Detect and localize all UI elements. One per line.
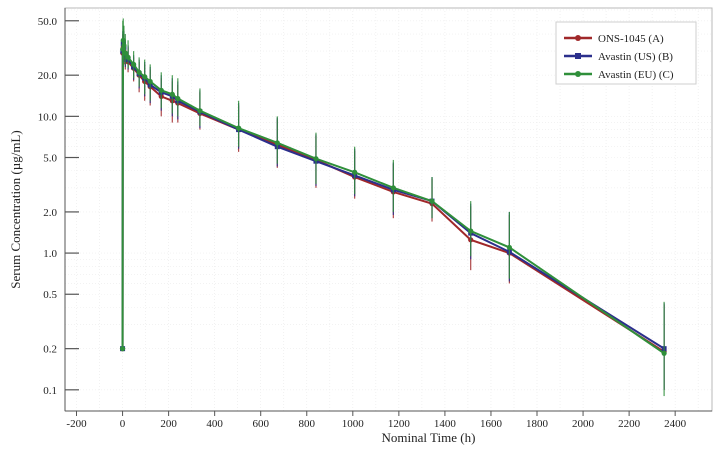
data-point [158,87,164,93]
data-point [136,69,142,75]
data-point [352,169,358,175]
data-point [142,74,148,80]
data-point [661,350,667,356]
data-point [147,78,153,85]
x-tick-label: 600 [252,418,269,430]
x-tick-label: 800 [299,418,316,430]
data-point [313,156,319,162]
legend-label: Avastin (EU) (C) [598,69,674,81]
data-point [119,346,126,352]
x-tick-label: 2400 [664,418,687,430]
legend-marker [575,35,581,41]
x-axis-title: Nominal Time (h) [382,430,476,445]
data-point [390,185,396,191]
legend-marker [575,71,581,77]
x-tick-label: 2200 [618,418,641,430]
axes-layer: -200 0 200 400 600 800 1000 1200 1400 1600 1800 200… [38,8,712,430]
data-point [175,95,181,102]
data-point [131,61,137,67]
data-point [197,108,203,114]
y-tick-label: 0.5 [43,289,57,301]
x-tick-label: 1600 [480,418,503,430]
data-point [122,50,128,56]
x-tick-label: 1800 [526,418,549,430]
series-layer [119,18,667,397]
legend-label: ONS-1045 (A) [598,33,664,45]
data-point [468,228,474,234]
x-tick-label: 1200 [388,418,411,430]
y-tick-label: 2.0 [43,207,57,219]
y-tick-label: 10.0 [38,111,58,123]
x-tick-label: 400 [206,418,223,430]
x-tick-label: 1400 [434,418,457,430]
data-point [121,42,127,49]
y-tick-label: 1.0 [43,248,57,260]
data-point [429,198,435,204]
data-point [125,54,131,60]
legend-label: Avastin (US) (B) [598,51,673,63]
y-axis-title: Serum Concentration (µg/mL) [8,130,23,288]
data-point [169,91,175,97]
data-point [506,244,512,251]
y-tick-label: 0.1 [43,385,57,397]
series-3 [119,18,667,397]
data-point [120,37,126,43]
legend: ONS-1045 (A) Avastin (US) (B) Avastin (EU)… [555,21,697,85]
y-tick-label: 50.0 [38,16,58,28]
data-point [236,125,242,131]
x-tick-label: 200 [160,418,177,430]
y-tick-label: 20.0 [38,70,58,82]
y-tick-label: 5.0 [43,153,57,165]
x-tick-label: 0 [120,418,126,430]
legend-marker [575,53,581,59]
data-point [274,140,280,146]
x-tick-label: -200 [66,418,87,430]
y-tick-label: 0.2 [43,344,57,356]
x-tick-label: 2000 [572,418,595,430]
x-tick-label: 1000 [342,418,365,430]
